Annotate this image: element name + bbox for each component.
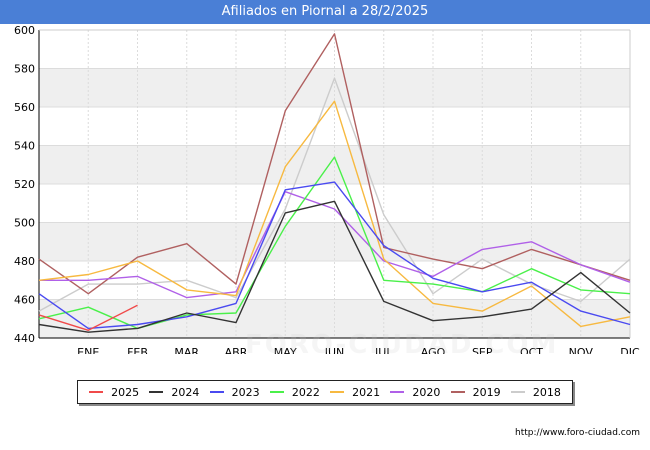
legend-item-2025: 2025 — [89, 386, 139, 399]
series-line-2024 — [38, 200, 631, 333]
series-line-2021 — [38, 100, 631, 328]
series-line-2020 — [39, 190, 631, 299]
legend-label: 2022 — [291, 385, 320, 399]
legend-item-2022: 2022 — [269, 385, 320, 399]
legend-label: 2023 — [231, 385, 260, 399]
series-line-2018 — [38, 77, 631, 312]
x-tick-label: MAY — [274, 346, 297, 354]
legend-swatch — [149, 391, 164, 393]
x-tick-label: ENE — [77, 346, 99, 354]
series-line-2019 — [38, 33, 631, 295]
source-url: http://www.foro-ciudad.com — [515, 428, 640, 438]
legend-label: 2019 — [472, 385, 501, 399]
legend-swatch — [330, 391, 345, 393]
x-tick-label: MAR — [174, 346, 199, 354]
x-tick-label: OCT — [520, 346, 543, 354]
x-tick-label: SEP — [472, 346, 493, 354]
series-line-2025 — [38, 304, 138, 331]
legend-swatch — [510, 391, 525, 393]
watermark-text: FORO-CIUDAD.COM — [245, 330, 559, 360]
legend-item-2023: 2023 — [209, 385, 260, 399]
legend-label: 2018 — [532, 385, 561, 399]
line-chart: 440 460 480 500 520 540 560 580 600 ENE FEB MAR ABR M… — [14, 24, 640, 354]
legend-swatch — [89, 391, 104, 393]
y-tick-label: 520 — [14, 178, 35, 191]
legend-item-2024: 2024 — [149, 386, 199, 399]
legend-label: 2025 — [111, 385, 140, 399]
legend-item-2018: 2018 — [510, 385, 561, 399]
legend-label: 2024 — [171, 385, 200, 399]
y-tick-label: 480 — [14, 255, 35, 268]
legend-swatch — [209, 391, 224, 393]
x-tick-label: ABR — [225, 346, 248, 354]
x-tick-label: FEB — [127, 346, 148, 354]
legend-item-2021: 2021 — [330, 386, 380, 399]
y-tick-label: 560 — [14, 101, 35, 114]
y-tick-label: 600 — [14, 24, 35, 37]
y-tick-label: 440 — [14, 332, 35, 345]
chart-legend: 2025 2024 2023 2022 2021 2020 2019 2018 — [77, 380, 573, 404]
legend-item-2019: 2019 — [450, 385, 501, 399]
y-tick-label: 460 — [14, 294, 35, 307]
x-tick-label: DIC — [620, 346, 640, 354]
series-line-2023 — [38, 181, 631, 330]
y-tick-label: 540 — [14, 140, 35, 153]
y-tick-label: 500 — [14, 217, 35, 230]
x-tick-label: AGO — [421, 346, 446, 354]
y-tick-label: 580 — [14, 63, 35, 76]
x-tick-label: JUL — [374, 346, 393, 354]
legend-label: 2020 — [412, 385, 441, 399]
legend-swatch — [450, 391, 465, 393]
x-tick-label: NOV — [569, 346, 594, 354]
legend-label: 2021 — [352, 385, 381, 399]
x-tick-label: JUN — [324, 346, 345, 354]
legend-item-2020: 2020 — [390, 386, 440, 399]
legend-swatch — [269, 391, 284, 393]
legend-swatch — [390, 391, 405, 393]
chart-title: Afiliados en Piornal a 28/2/2025 — [0, 0, 650, 24]
